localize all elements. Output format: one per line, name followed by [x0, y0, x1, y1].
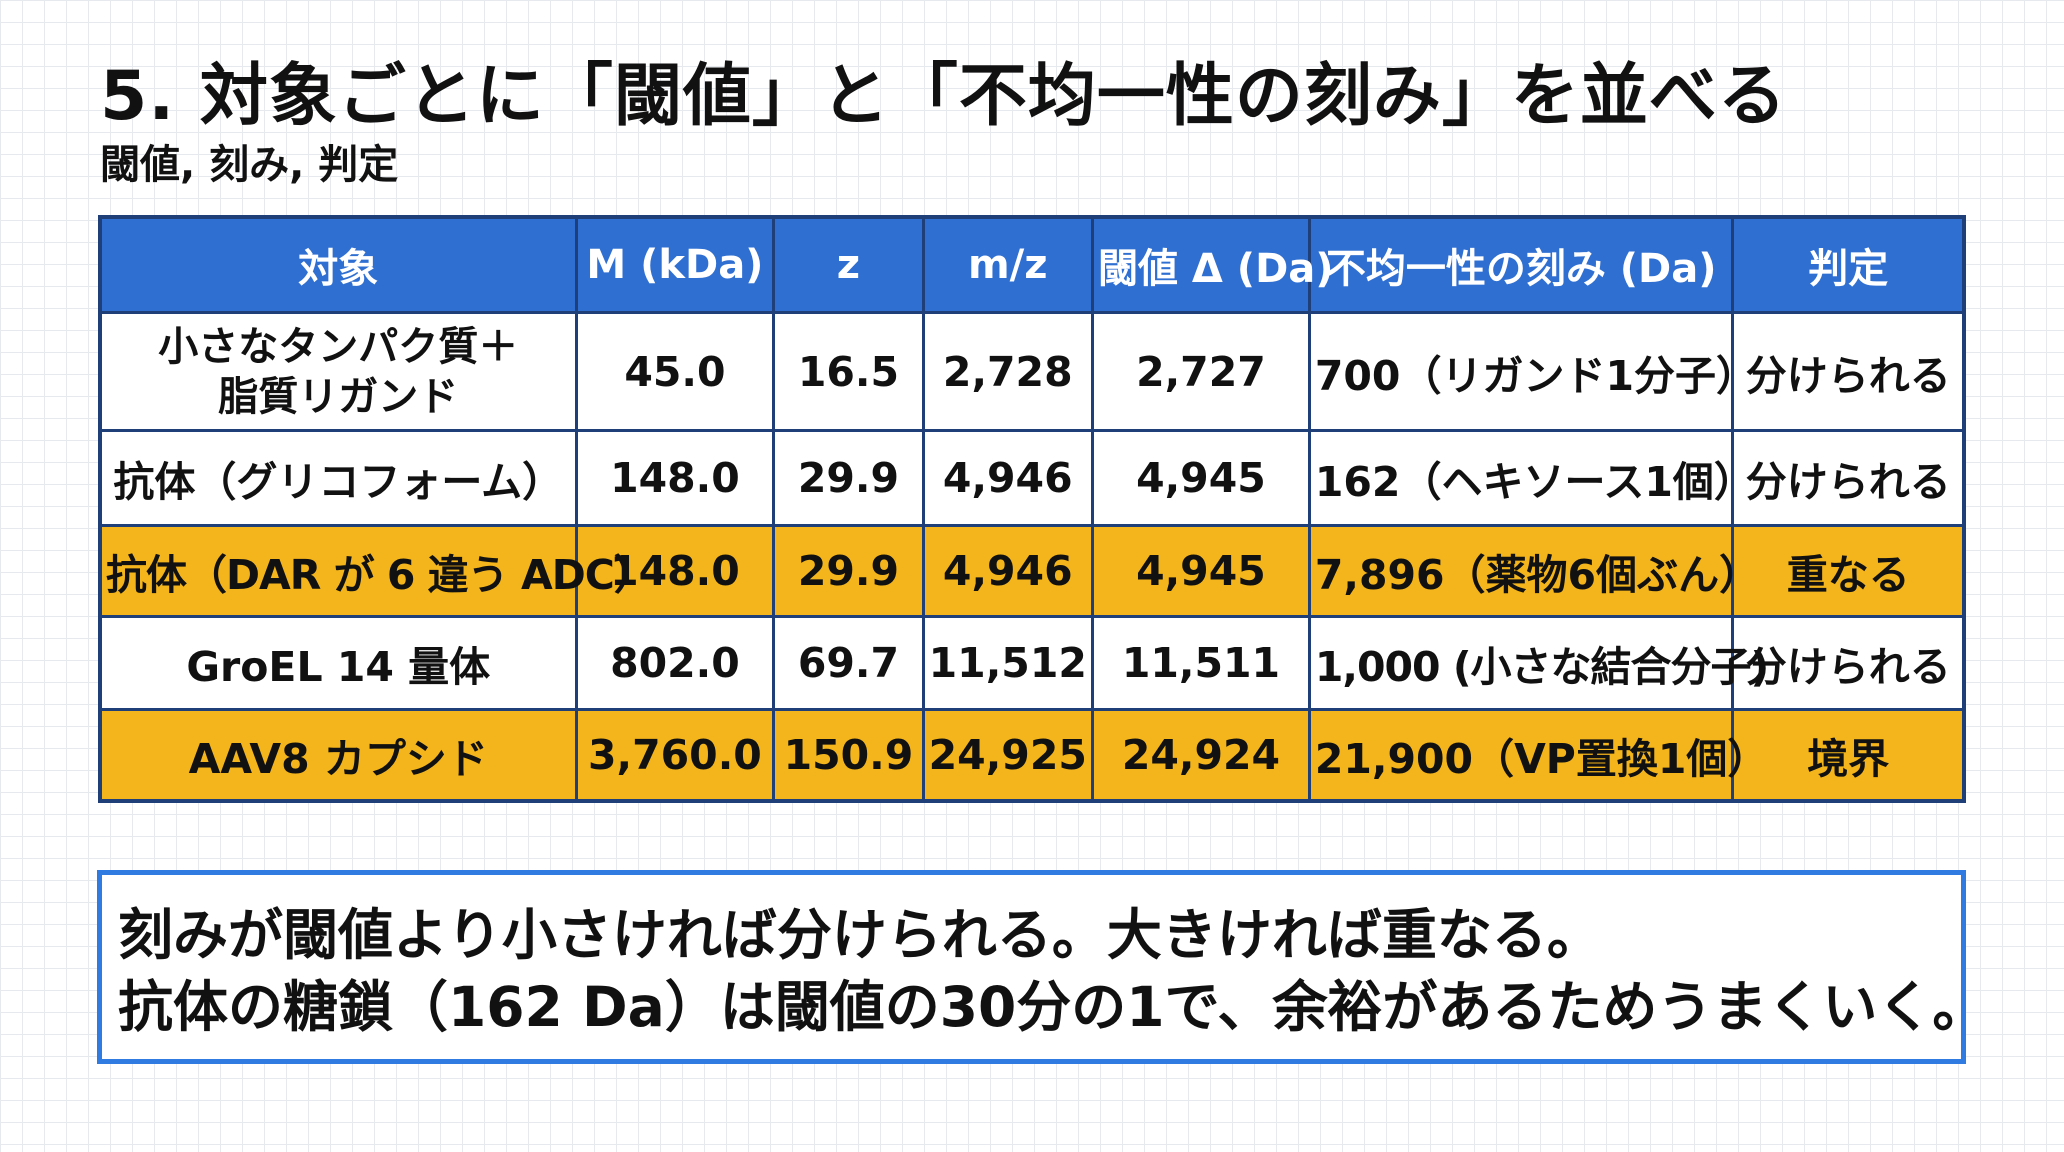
column-header-charge: z — [772, 215, 925, 314]
cell-mass: 3,760.0 — [574, 708, 776, 803]
page-title: 5. 対象ごとに「閾値」と「不均一性の刻み」を並べる — [100, 57, 1787, 136]
cell-step: 700（リガンド1分子） — [1307, 311, 1757, 432]
cell-mass: 148.0 — [574, 429, 776, 527]
cell-mz: 2,728 — [921, 311, 1095, 432]
cell-mz: 4,946 — [921, 524, 1095, 618]
table-row: GroEL 14 量体 802.0 69.7 11,512 11,511 1,0… — [98, 615, 1966, 711]
cell-threshold: 11,511 — [1091, 615, 1311, 711]
cell-target: AAV8 カプシド — [98, 708, 578, 803]
cell-verdict: 分けられる — [1731, 311, 1966, 432]
table-header-row: 対象 M (kDa) z m/z 閾値 Δ (Da) 不均一性の刻み (Da) … — [98, 215, 1966, 314]
cell-verdict: 重なる — [1731, 524, 1966, 618]
cell-charge: 16.5 — [772, 311, 925, 432]
table-row: 小さなタンパク質＋ 脂質リガンド 45.0 16.5 2,728 2,727 7… — [98, 311, 1966, 432]
cell-threshold: 4,945 — [1091, 524, 1311, 618]
cell-mass: 802.0 — [574, 615, 776, 711]
cell-target-line: 小さなタンパク質＋ — [158, 323, 519, 370]
cell-target-line: 脂質リガンド — [218, 373, 459, 420]
cell-target: 抗体（DAR が 6 違う ADC） — [98, 524, 655, 618]
cell-mz: 4,946 — [921, 429, 1095, 527]
cell-mz: 24,925 — [921, 708, 1095, 803]
summary-note-box: 刻みが閾値より小さければ分けられる。大きければ重なる。 抗体の糖鎖（162 Da… — [97, 870, 1988, 1064]
comparison-table: 対象 M (kDa) z m/z 閾値 Δ (Da) 不均一性の刻み (Da) … — [98, 215, 1966, 803]
cell-mass: 148.0 — [574, 524, 776, 618]
cell-target: 小さなタンパク質＋ 脂質リガンド — [98, 311, 578, 432]
page-subtitle: 閾値, 刻み, 判定 — [100, 142, 399, 188]
cell-mass: 45.0 — [574, 311, 776, 432]
cell-charge: 29.9 — [772, 524, 925, 618]
cell-step: 7,896（薬物6個ぶん） — [1307, 524, 1760, 618]
cell-verdict: 分けられる — [1731, 429, 1966, 527]
table-row-highlighted: AAV8 カプシド 3,760.0 150.9 24,925 24,924 21… — [98, 708, 1966, 803]
table-row-highlighted: 抗体（DAR が 6 違う ADC） 148.0 29.9 4,946 4,94… — [98, 524, 1966, 618]
cell-target: GroEL 14 量体 — [98, 615, 578, 711]
table-row: 抗体（グリコフォーム） 148.0 29.9 4,946 4,945 162（ヘ… — [98, 429, 1966, 527]
column-header-mass: M (kDa) — [574, 215, 776, 314]
column-header-threshold: 閾値 Δ (Da) — [1091, 215, 1334, 314]
column-header-heterogeneity-step: 不均一性の刻み (Da) — [1307, 215, 1735, 314]
cell-verdict: 分けられる — [1731, 615, 1966, 711]
cell-charge: 29.9 — [772, 429, 925, 527]
cell-step: 1,000 (小さな結合分子) — [1307, 615, 1769, 711]
column-header-mz: m/z — [921, 215, 1095, 314]
summary-note-line: 抗体の糖鎖（162 Da）は閾値の30分の1で、余裕があるためうまくいく。 — [118, 975, 1988, 1039]
cell-charge: 69.7 — [772, 615, 925, 711]
cell-charge: 150.9 — [772, 708, 925, 803]
cell-threshold: 24,924 — [1091, 708, 1311, 803]
cell-threshold: 2,727 — [1091, 311, 1311, 432]
summary-note-line: 刻みが閾値より小さければ分けられる。大きければ重なる。 — [118, 903, 1602, 967]
cell-step: 162（ヘキソース1個） — [1307, 429, 1755, 527]
cell-target: 抗体（グリコフォーム） — [98, 429, 578, 527]
cell-mz: 11,512 — [921, 615, 1095, 711]
cell-verdict: 境界 — [1731, 708, 1966, 803]
cell-threshold: 4,945 — [1091, 429, 1311, 527]
column-header-target: 対象 — [98, 215, 578, 314]
column-header-verdict: 判定 — [1731, 215, 1966, 314]
cell-step: 21,900（VP置換1個） — [1307, 708, 1768, 803]
